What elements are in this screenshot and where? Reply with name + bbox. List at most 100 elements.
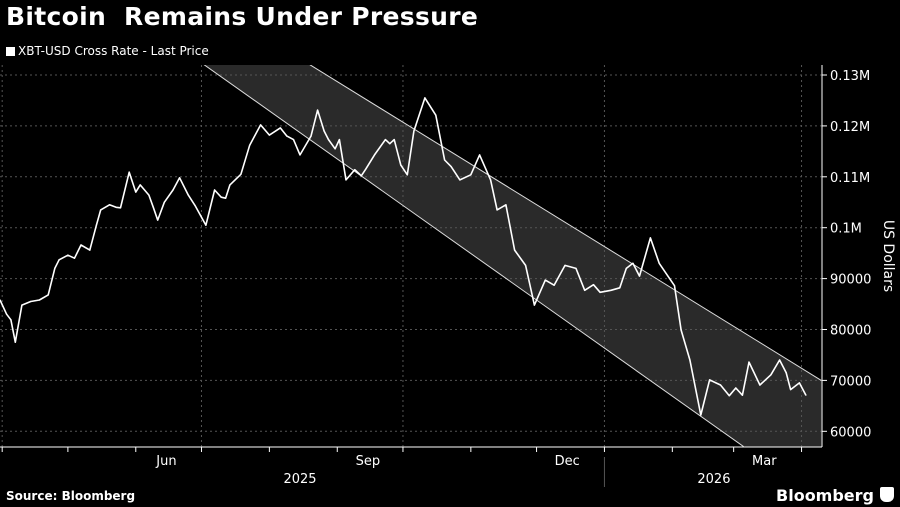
price-point bbox=[194, 204, 196, 206]
price-point bbox=[21, 304, 23, 306]
price-point bbox=[47, 294, 49, 296]
price-point bbox=[172, 189, 174, 191]
price-point bbox=[759, 384, 761, 386]
price-point bbox=[592, 284, 595, 286]
price-point bbox=[632, 262, 634, 264]
price-point bbox=[599, 291, 601, 293]
price-point bbox=[354, 169, 356, 171]
chart-title: Bitcoin Remains Under Pressure bbox=[6, 2, 479, 31]
price-point bbox=[240, 173, 242, 175]
y-tick-label: 90000 bbox=[830, 273, 871, 288]
bloomberg-icon bbox=[880, 487, 894, 502]
price-point bbox=[393, 139, 395, 141]
y-tick-label: 0.12M bbox=[830, 120, 870, 135]
price-point bbox=[260, 124, 262, 126]
y-tick-label: 0.1M bbox=[830, 222, 862, 237]
price-point bbox=[67, 254, 69, 256]
price-point bbox=[735, 387, 737, 389]
price-point bbox=[741, 394, 744, 396]
price-point bbox=[673, 285, 676, 287]
price-point bbox=[119, 207, 122, 209]
price-point bbox=[373, 154, 376, 156]
price-point bbox=[779, 359, 781, 361]
price-point bbox=[625, 267, 627, 270]
x-month-label: Sep bbox=[356, 454, 381, 469]
price-point bbox=[224, 197, 227, 199]
price-point bbox=[157, 219, 159, 221]
price-point bbox=[80, 244, 82, 246]
price-point bbox=[728, 395, 730, 397]
price-point bbox=[286, 135, 288, 137]
price-point bbox=[525, 264, 527, 266]
price-point bbox=[435, 114, 437, 116]
price-point bbox=[553, 284, 555, 286]
price-point bbox=[148, 194, 150, 196]
price-point bbox=[58, 259, 60, 261]
y-tick-label: 0.11M bbox=[830, 171, 870, 186]
price-point bbox=[152, 206, 154, 208]
y-tick-label: 0.13M bbox=[830, 69, 870, 84]
price-point bbox=[667, 275, 669, 277]
price-point bbox=[400, 164, 402, 166]
price-point bbox=[38, 299, 41, 301]
price-point bbox=[619, 287, 621, 289]
price-point bbox=[249, 144, 251, 146]
price-point bbox=[229, 184, 231, 186]
price-point bbox=[73, 257, 76, 259]
x-month-label: Dec bbox=[555, 454, 580, 469]
x-month-label: Mar bbox=[752, 454, 777, 469]
price-point bbox=[700, 414, 702, 416]
price-point bbox=[459, 179, 461, 181]
price-point bbox=[584, 289, 586, 291]
price-point bbox=[299, 154, 301, 156]
price-point bbox=[770, 374, 772, 376]
price-point bbox=[220, 196, 222, 198]
price-point bbox=[214, 189, 216, 191]
price-point bbox=[406, 174, 408, 176]
legend-swatch bbox=[6, 46, 15, 56]
price-point bbox=[450, 166, 452, 168]
price-point bbox=[424, 97, 426, 99]
price-point bbox=[798, 382, 800, 384]
price-point bbox=[292, 139, 295, 141]
price-point bbox=[0, 299, 1, 301]
price-point bbox=[544, 279, 546, 281]
price-point bbox=[748, 361, 750, 363]
price-point bbox=[89, 249, 91, 251]
price-point bbox=[345, 179, 347, 181]
price-point bbox=[135, 191, 137, 193]
price-point bbox=[139, 184, 141, 186]
price-point bbox=[805, 394, 807, 396]
legend: XBT-USD Cross Rate - Last Price bbox=[6, 44, 209, 58]
price-point bbox=[680, 329, 682, 331]
price-point bbox=[187, 194, 189, 196]
x-month-label: Jun bbox=[155, 454, 176, 469]
price-point bbox=[489, 179, 492, 181]
price-point bbox=[279, 127, 281, 129]
price-point bbox=[10, 319, 12, 321]
price-point bbox=[334, 148, 336, 150]
price-point bbox=[54, 267, 56, 270]
price-point bbox=[496, 209, 498, 211]
price-point bbox=[100, 209, 102, 211]
y-tick-label: 60000 bbox=[830, 425, 871, 440]
price-point bbox=[14, 341, 16, 343]
price-point bbox=[178, 177, 181, 179]
trend-channel-fill bbox=[204, 65, 822, 447]
price-point bbox=[389, 143, 391, 145]
price-point bbox=[658, 262, 660, 264]
price-point bbox=[785, 372, 787, 374]
price-point bbox=[205, 224, 207, 226]
price-point bbox=[479, 154, 481, 156]
bloomberg-logo: Bloomberg bbox=[776, 486, 874, 505]
price-point bbox=[649, 237, 652, 239]
legend-label: XBT-USD Cross Rate - Last Price bbox=[18, 44, 209, 58]
price-point bbox=[638, 275, 641, 277]
lower-trend-line bbox=[203, 65, 746, 447]
price-point bbox=[128, 171, 130, 173]
price-point bbox=[533, 304, 535, 306]
upper-trend-line bbox=[309, 65, 822, 381]
price-point bbox=[5, 313, 8, 315]
price-point bbox=[443, 159, 446, 161]
y-axis-label: US Dollars bbox=[880, 220, 896, 292]
